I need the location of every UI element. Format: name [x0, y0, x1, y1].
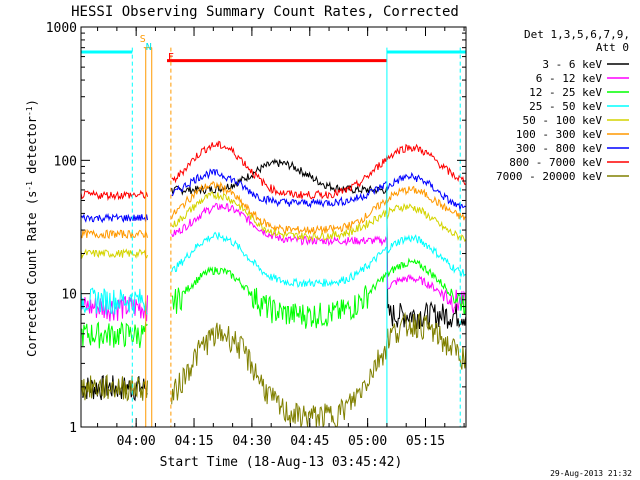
y-axis-label-exp1: -1 [25, 181, 34, 191]
legend-label-8: 800 - 7000 keV [509, 156, 602, 169]
y-tick-label: 100 [54, 154, 77, 169]
legend-header-2: Att 0 [596, 41, 629, 54]
series-line-4 [80, 231, 466, 315]
series-line-8 [80, 140, 467, 202]
x-tick-label: 05:00 [348, 434, 387, 449]
legend-label-9: 7000 - 20000 keV [496, 170, 602, 183]
series-layer [80, 140, 467, 428]
legend-label-2: 6 - 12 keV [536, 72, 603, 85]
legend-label-3: 12 - 25 keV [529, 86, 602, 99]
series-line-9 [80, 311, 467, 428]
legend-label-4: 25 - 50 keV [529, 100, 602, 113]
legend-label-7: 300 - 800 keV [516, 142, 602, 155]
y-tick-label: 1 [69, 421, 77, 436]
y-tick-label: 10 [61, 288, 77, 303]
y-axis-label-exp2: -1 [25, 106, 34, 116]
legend-label-5: 50 - 100 keV [523, 114, 603, 127]
flags-layer: SN F [81, 34, 466, 427]
legend-header-1: Det 1,3,5,6,7,9, [524, 28, 630, 41]
y-axis-label-mid: detector [25, 116, 39, 181]
series-line-3 [80, 257, 467, 349]
y-axis-label: Corrected Count Rate (s-1 detector-1) [25, 99, 39, 357]
y-tick-label: 1000 [46, 21, 77, 36]
legend-label-6: 100 - 300 keV [516, 128, 602, 141]
series-line-6 [80, 180, 466, 240]
y-axis-label-end: ) [25, 99, 39, 106]
x-tick-label: 05:15 [406, 434, 445, 449]
x-axis-label: Start Time (18-Aug-13 03:45:42) [160, 455, 403, 470]
series-line-5 [80, 191, 467, 260]
x-tick-label: 04:45 [290, 434, 329, 449]
y-axis-label-main: Corrected Count Rate (s [25, 191, 39, 357]
flag-label-f: F [168, 52, 174, 63]
x-tick-label: 04:00 [117, 434, 156, 449]
series-line-7 [80, 168, 467, 224]
chart-title: HESSI Observing Summary Count Rates, Cor… [71, 4, 459, 20]
flag-label-n: N [146, 42, 152, 53]
x-tick-label: 04:30 [232, 434, 271, 449]
x-tick-label: 04:15 [174, 434, 213, 449]
footer-timestamp: 29-Aug-2013 21:32 [550, 469, 632, 478]
legend-label-1: 3 - 6 keV [542, 58, 602, 71]
axes-layer: 1 10 100 1000 04:00 04:15 04:30 04:45 05:00 05:15 [46, 21, 467, 449]
plot-frame [80, 26, 467, 428]
flag-label-s: S [140, 34, 146, 45]
series-line-1 [80, 158, 467, 402]
